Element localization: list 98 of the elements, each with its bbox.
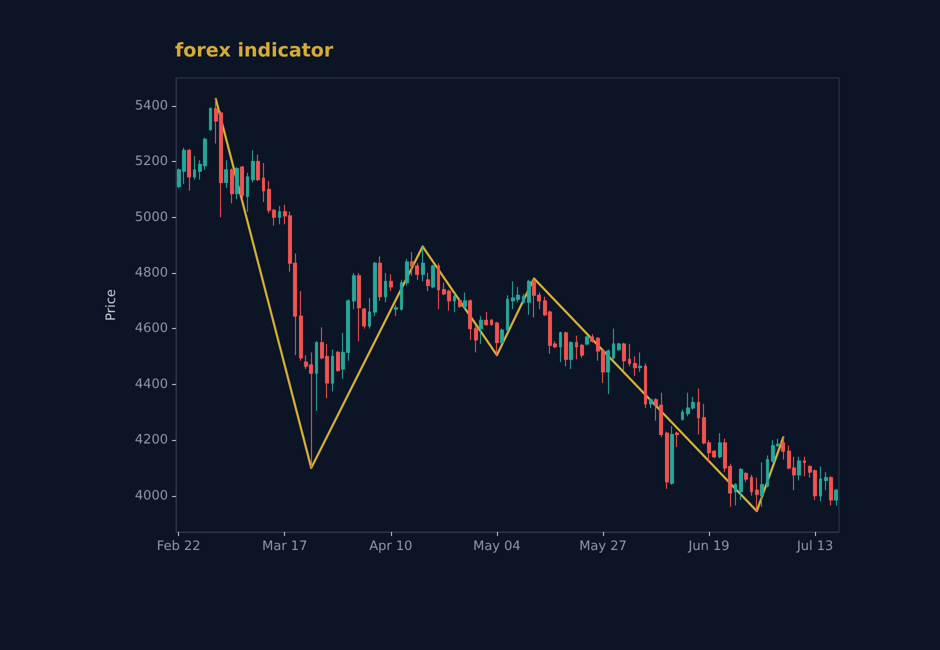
candlestick bbox=[240, 165, 244, 202]
candlestick bbox=[718, 432, 722, 459]
candlestick bbox=[590, 334, 594, 344]
candlestick bbox=[251, 150, 255, 183]
candlestick bbox=[612, 328, 615, 360]
candlestick bbox=[405, 258, 409, 286]
candlestick bbox=[336, 350, 340, 372]
candlestick bbox=[681, 408, 684, 422]
candlestick bbox=[628, 343, 631, 367]
candlestick bbox=[803, 456, 806, 477]
y-axis-title: Price bbox=[104, 289, 119, 321]
candlestick bbox=[394, 304, 398, 317]
candlestick bbox=[819, 466, 822, 502]
candlestick bbox=[468, 298, 472, 340]
candlestick bbox=[585, 335, 589, 346]
y-tick-label: 4200 bbox=[134, 432, 168, 448]
candlestick bbox=[400, 279, 403, 312]
candlestick bbox=[824, 472, 828, 491]
candlestick bbox=[665, 431, 669, 490]
candlestick bbox=[834, 488, 838, 506]
x-tick-label: May 04 bbox=[473, 539, 521, 554]
candlestick bbox=[458, 298, 462, 308]
candlestick bbox=[797, 456, 801, 481]
candlestick bbox=[744, 472, 748, 482]
candlestick bbox=[426, 272, 430, 292]
candlestick bbox=[697, 388, 700, 436]
candlestick bbox=[490, 318, 493, 326]
x-tick-label: Apr 10 bbox=[369, 539, 412, 554]
candlestick bbox=[633, 356, 637, 377]
candlestick bbox=[209, 106, 212, 132]
candlestick bbox=[193, 155, 196, 180]
candlestick bbox=[638, 352, 642, 372]
y-tick-label: 4600 bbox=[134, 321, 168, 336]
candlestick bbox=[299, 290, 303, 362]
candlestick bbox=[431, 264, 435, 289]
candlestick bbox=[522, 293, 525, 304]
candlestick bbox=[421, 246, 425, 282]
candlestick bbox=[755, 477, 759, 512]
candlestick bbox=[315, 340, 318, 412]
candlestick bbox=[829, 476, 833, 506]
candlestick bbox=[389, 274, 393, 292]
candlestick bbox=[262, 162, 265, 202]
candlestick bbox=[760, 462, 764, 508]
candlestick bbox=[278, 206, 281, 225]
candlestick bbox=[506, 294, 509, 332]
x-tick-label: Feb 22 bbox=[156, 539, 201, 554]
y-tick-label: 5000 bbox=[134, 210, 168, 225]
candlestick bbox=[750, 474, 753, 496]
candlestick bbox=[580, 343, 584, 358]
candlestick bbox=[617, 342, 621, 352]
candlestick bbox=[670, 426, 674, 486]
candlestick bbox=[559, 330, 562, 363]
candlestick bbox=[527, 279, 531, 316]
y-tick-label: 4400 bbox=[134, 376, 168, 392]
candlestick bbox=[781, 436, 785, 460]
candlestick bbox=[246, 172, 249, 212]
candlestick bbox=[384, 272, 387, 303]
candlestick bbox=[500, 328, 504, 344]
candlestick bbox=[479, 316, 483, 344]
x-tick-label: Mar 17 bbox=[262, 539, 308, 554]
candlestick bbox=[230, 168, 234, 204]
candlestick bbox=[739, 467, 743, 500]
y-tick-label: 4000 bbox=[134, 488, 168, 504]
candlestick bbox=[235, 166, 239, 200]
x-tick-label: Jul 13 bbox=[796, 539, 834, 554]
candlestick bbox=[495, 321, 499, 356]
candlestick bbox=[368, 298, 371, 330]
candlestick bbox=[622, 342, 626, 371]
candlestick bbox=[378, 256, 382, 302]
candlestick bbox=[437, 262, 440, 310]
candlestick bbox=[606, 349, 610, 395]
candlestick bbox=[675, 431, 679, 448]
candlestick bbox=[474, 325, 478, 353]
chart-title: forex indicator bbox=[175, 40, 334, 62]
candlestick bbox=[569, 340, 573, 370]
candlestick bbox=[766, 454, 769, 488]
candlestick bbox=[331, 349, 334, 392]
candlestick bbox=[644, 362, 647, 409]
x-tick-label: May 27 bbox=[579, 539, 627, 554]
candlestick bbox=[373, 261, 377, 317]
candlestick bbox=[649, 398, 653, 409]
candlestick bbox=[484, 311, 488, 326]
candlestick bbox=[256, 154, 260, 182]
x-tick-label: Jun 19 bbox=[688, 539, 730, 554]
line-series bbox=[214, 98, 784, 512]
candlestick bbox=[575, 335, 578, 360]
y-tick-label: 4800 bbox=[134, 265, 168, 280]
candlestick bbox=[357, 272, 361, 342]
candlestick bbox=[564, 330, 568, 367]
candlestick bbox=[362, 307, 366, 330]
y-tick-label: 5200 bbox=[134, 154, 168, 170]
candlestick bbox=[453, 293, 456, 312]
candlestick bbox=[734, 482, 737, 506]
candlestick bbox=[352, 272, 356, 310]
candlestick bbox=[187, 148, 191, 192]
y-tick-label: 5400 bbox=[134, 98, 168, 114]
candlestick bbox=[224, 160, 228, 189]
candlestick bbox=[463, 292, 467, 310]
